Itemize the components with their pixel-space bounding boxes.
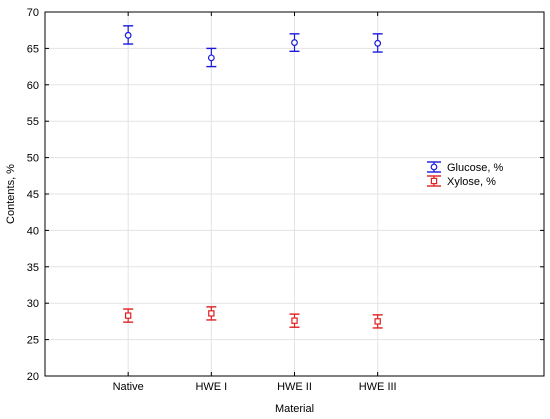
legend-label: Glucose, %: [447, 162, 503, 174]
data-point: [208, 310, 215, 317]
data-point: [207, 54, 215, 62]
data-point: [124, 312, 132, 319]
y-tick-label: 45: [27, 189, 39, 201]
error-bar-point: [289, 33, 300, 53]
y-tick-label: 70: [27, 7, 39, 19]
y-tick-label: 60: [27, 80, 39, 92]
data-point: [291, 317, 298, 324]
error-bar-point: [206, 47, 217, 68]
error-bar-point: [289, 313, 300, 328]
data-point: [291, 39, 298, 46]
x-tick-label: HWE I: [195, 381, 227, 393]
error-bar-point: [372, 33, 383, 53]
legend: Glucose, % Xylose, %: [427, 161, 503, 188]
x-axis: Native HWE I HWE II HWE III: [113, 12, 397, 393]
error-bar-point: [123, 308, 134, 323]
data-point: [124, 31, 132, 39]
legend-marker: [430, 163, 438, 171]
data-point: [374, 318, 381, 325]
data-marks: [123, 25, 383, 329]
y-tick-label: 55: [27, 116, 39, 128]
legend-label: Xylose, %: [447, 176, 496, 188]
legend-entry: Glucose, %: [427, 161, 503, 174]
x-tick-label: HWE II: [277, 381, 312, 393]
data-point: [374, 39, 382, 47]
legend-entry: Xylose, %: [427, 175, 496, 188]
x-axis-title: Material: [275, 403, 314, 415]
error-bar-point: [206, 306, 217, 321]
error-bar-point: [123, 25, 134, 45]
y-tick-label: 20: [27, 371, 39, 383]
y-tick-label: 40: [27, 225, 39, 237]
y-tick-label: 50: [27, 153, 39, 165]
x-tick-label: HWE III: [359, 381, 397, 393]
y-tick-label: 35: [27, 262, 39, 274]
x-tick-label: Native: [113, 381, 144, 393]
error-bar-point: [372, 314, 383, 329]
y-axis-title: Contents, %: [5, 164, 17, 224]
y-tick-label: 65: [27, 43, 39, 55]
y-tick-label: 25: [27, 335, 39, 347]
y-axis: 20 25 30 35 40 45 50 55 60 65 70: [27, 7, 544, 383]
legend-marker: [430, 177, 438, 185]
y-tick-label: 30: [27, 298, 39, 310]
